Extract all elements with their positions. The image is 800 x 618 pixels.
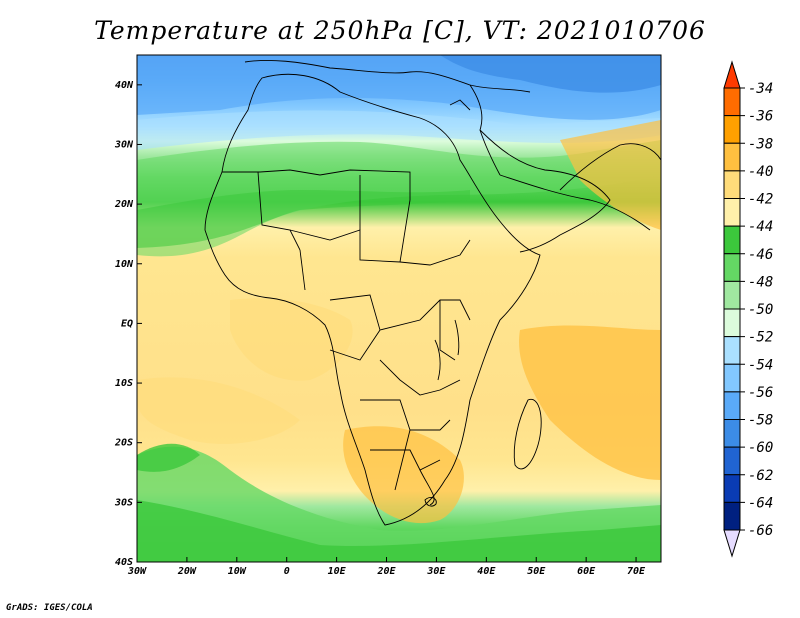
- triangle-up-icon: [723, 60, 741, 89]
- x-tick-label: 30W: [127, 566, 147, 577]
- colorbar-swatch: [723, 336, 741, 365]
- y-tick-label: EQ: [121, 318, 133, 329]
- triangle-down-icon: [723, 529, 741, 558]
- x-tick-label: 10E: [328, 566, 347, 577]
- colorbar-label: -56: [748, 385, 773, 401]
- colorbar-label: -52: [748, 330, 773, 346]
- y-tick-label: 20N: [114, 199, 134, 210]
- colorbar-swatch: [723, 280, 741, 310]
- colorbar-label: -44: [748, 219, 773, 235]
- colorbar-label: -48: [748, 274, 773, 290]
- y-tick-label: 10S: [115, 378, 133, 389]
- colorbar-swatch: [723, 419, 741, 448]
- colorbar-swatch: [723, 170, 741, 199]
- colorbar-swatch: [723, 142, 741, 172]
- y-tick-label: 10N: [115, 259, 134, 270]
- y-tick-label: 40N: [115, 80, 134, 91]
- colorbar: -34 -36 -38 -40 -42 -44 -46 -48 -50 -52 -54 -56 -58 -…: [723, 60, 773, 558]
- y-tick-label: 40S: [115, 557, 133, 568]
- colorbar-swatch: [723, 446, 741, 476]
- x-tick-label: 60E: [577, 566, 596, 577]
- x-axis: 30W 20W 10W 0 10E 20E 30E 40E 50E 60E 70E: [127, 557, 646, 577]
- colorbar-label: -42: [748, 192, 773, 208]
- colorbar-label: -66: [748, 523, 773, 539]
- temperature-field: [137, 55, 661, 562]
- colorbar-swatch: [723, 198, 741, 227]
- colorbar-label: -50: [748, 302, 773, 318]
- colorbar-label: -60: [748, 440, 773, 456]
- colorbar-swatch: [723, 391, 741, 420]
- colorbar-label: -46: [748, 247, 773, 263]
- coastlines: [204, 59, 661, 526]
- x-tick-label: 50E: [527, 566, 546, 577]
- x-tick-label: 0: [284, 566, 290, 577]
- colorbar-swatch: [723, 474, 741, 503]
- colorbar-swatch: [723, 363, 741, 393]
- y-tick-label: 20S: [114, 438, 133, 449]
- colorbar-swatch: [723, 225, 741, 255]
- y-tick-label: 30S: [114, 497, 133, 508]
- x-tick-label: 20W: [177, 566, 197, 577]
- colorbar-swatch: [723, 308, 741, 338]
- colorbar-label: -36: [748, 109, 773, 125]
- colorbar-label: -62: [748, 468, 773, 484]
- x-tick-label: 70E: [627, 566, 646, 577]
- colorbar-swatch: [723, 115, 741, 144]
- y-tick-label: 30N: [114, 139, 134, 150]
- colorbar-label: -54: [748, 357, 773, 373]
- colorbar-swatch: [723, 87, 741, 117]
- x-tick-label: 20E: [376, 566, 396, 577]
- colorbar-label: -64: [748, 495, 773, 511]
- map-title: Temperature at 250hPa [C], VT: 202101070…: [94, 16, 706, 45]
- colorbar-swatch: [723, 501, 741, 531]
- x-tick-label: 30E: [426, 566, 446, 577]
- x-tick-label: 10W: [228, 566, 247, 577]
- colorbar-label: -38: [748, 136, 773, 152]
- colorbar-swatch: [723, 253, 741, 282]
- colorbar-label: -34: [748, 81, 773, 97]
- y-axis: 40N 30N 20N 10N EQ 10S 20S 30S 40S: [114, 80, 142, 568]
- plot-frame: [136, 54, 662, 563]
- footer-credit: GrADS: IGES/COLA: [6, 603, 93, 613]
- x-tick-label: 40E: [477, 566, 496, 577]
- colorbar-label: -58: [748, 413, 773, 429]
- colorbar-label: -40: [748, 164, 773, 180]
